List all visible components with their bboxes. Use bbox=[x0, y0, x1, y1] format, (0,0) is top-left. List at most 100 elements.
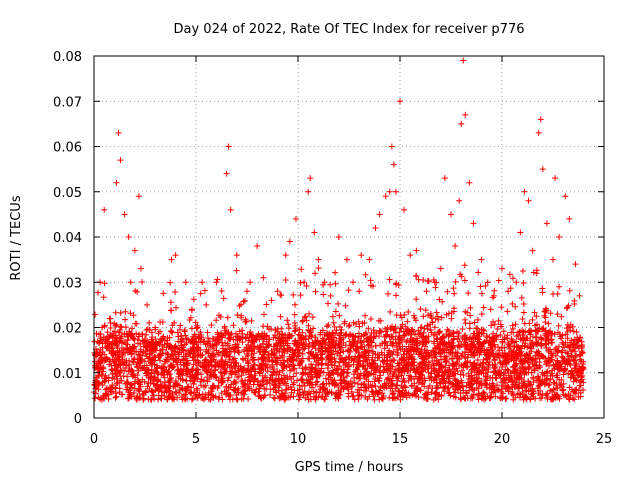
data-point bbox=[244, 367, 251, 374]
data-point bbox=[102, 390, 109, 397]
data-point bbox=[505, 383, 512, 390]
data-point bbox=[517, 229, 524, 236]
data-point bbox=[566, 344, 573, 351]
data-point bbox=[559, 387, 566, 394]
data-point bbox=[380, 363, 387, 370]
data-point bbox=[165, 351, 172, 358]
data-point bbox=[446, 389, 453, 396]
data-point bbox=[124, 384, 131, 391]
data-point bbox=[345, 362, 352, 369]
data-point bbox=[291, 311, 298, 318]
data-point bbox=[320, 380, 327, 387]
data-point bbox=[165, 393, 172, 400]
data-point bbox=[519, 327, 526, 334]
y-tick-label: 0.04 bbox=[53, 231, 82, 246]
data-point bbox=[228, 381, 235, 388]
data-point bbox=[355, 392, 362, 399]
data-point bbox=[559, 332, 566, 339]
data-point bbox=[388, 334, 395, 341]
data-point bbox=[543, 344, 550, 351]
data-point bbox=[157, 319, 164, 326]
data-point bbox=[556, 382, 563, 389]
data-point bbox=[401, 332, 408, 339]
data-point bbox=[345, 384, 352, 391]
data-point bbox=[144, 301, 151, 308]
data-point bbox=[431, 324, 438, 331]
data-point bbox=[242, 377, 249, 384]
data-point bbox=[202, 391, 209, 398]
data-point bbox=[188, 368, 195, 375]
data-point bbox=[139, 278, 146, 285]
data-point bbox=[357, 337, 364, 344]
data-point bbox=[225, 374, 232, 381]
data-point bbox=[372, 351, 379, 358]
data-point bbox=[172, 252, 179, 259]
data-point bbox=[260, 377, 267, 384]
data-point bbox=[365, 325, 372, 332]
data-point bbox=[468, 351, 475, 358]
data-point bbox=[449, 360, 456, 367]
data-point bbox=[393, 312, 400, 319]
data-point bbox=[303, 317, 310, 324]
data-point bbox=[483, 352, 490, 359]
data-point bbox=[476, 368, 483, 375]
data-point bbox=[551, 393, 558, 400]
data-point bbox=[555, 343, 562, 350]
data-point bbox=[518, 294, 525, 301]
data-point bbox=[492, 344, 499, 351]
data-point bbox=[445, 310, 452, 317]
data-point bbox=[513, 360, 520, 367]
data-point bbox=[518, 348, 525, 355]
data-point bbox=[417, 306, 424, 313]
data-point bbox=[475, 269, 482, 276]
data-point bbox=[131, 356, 138, 363]
data-point bbox=[280, 359, 287, 366]
data-point bbox=[498, 304, 505, 311]
data-point bbox=[242, 316, 249, 323]
data-point bbox=[482, 395, 489, 402]
data-point bbox=[297, 360, 304, 367]
data-point bbox=[499, 265, 505, 272]
data-point bbox=[572, 386, 579, 393]
data-point bbox=[343, 256, 350, 263]
data-point bbox=[179, 377, 186, 384]
data-point bbox=[245, 345, 252, 352]
data-point bbox=[565, 390, 572, 397]
data-point bbox=[465, 370, 472, 377]
data-point bbox=[282, 277, 289, 284]
data-point bbox=[121, 211, 128, 218]
data-point bbox=[423, 288, 430, 295]
data-point bbox=[536, 362, 543, 369]
data-point bbox=[349, 341, 356, 348]
data-point bbox=[389, 381, 396, 388]
data-point bbox=[466, 179, 473, 186]
data-point bbox=[290, 291, 297, 298]
data-point bbox=[256, 382, 263, 389]
data-point bbox=[256, 348, 263, 355]
data-point bbox=[535, 373, 542, 380]
data-point bbox=[305, 188, 312, 195]
data-point bbox=[249, 339, 256, 346]
data-point bbox=[342, 302, 349, 309]
data-point bbox=[258, 365, 265, 372]
data-point bbox=[352, 320, 359, 327]
data-point bbox=[508, 390, 515, 397]
data-point bbox=[523, 394, 530, 401]
data-point bbox=[232, 330, 239, 337]
data-point bbox=[482, 375, 489, 382]
data-point bbox=[396, 343, 403, 350]
data-point bbox=[544, 390, 551, 397]
data-point bbox=[152, 357, 159, 364]
data-point bbox=[270, 368, 277, 375]
data-point bbox=[492, 363, 499, 370]
data-point bbox=[245, 368, 252, 375]
data-point bbox=[415, 276, 422, 283]
data-point bbox=[307, 379, 314, 386]
data-point bbox=[126, 345, 133, 352]
data-point bbox=[456, 338, 463, 345]
data-point bbox=[293, 370, 300, 377]
data-point bbox=[290, 362, 297, 369]
data-point bbox=[151, 374, 158, 381]
data-point bbox=[560, 380, 567, 387]
data-point bbox=[386, 188, 393, 195]
